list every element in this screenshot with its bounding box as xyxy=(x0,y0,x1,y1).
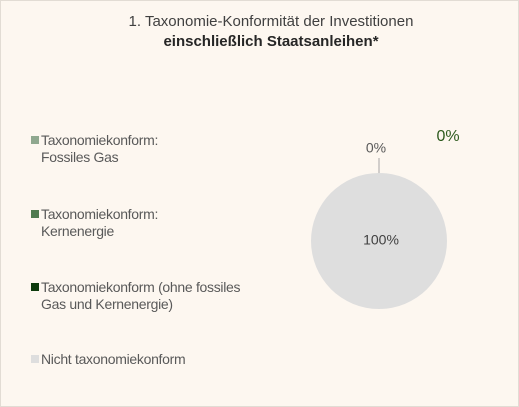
data-label: 0% xyxy=(366,140,386,156)
chart-title: 1. Taxonomie-Konformität der Investition… xyxy=(128,13,414,30)
legend-label: Taxonomiekonform: Fossiles Gas xyxy=(41,132,159,165)
legend-swatch xyxy=(31,283,39,291)
legend-item: Taxonomiekonform: Fossiles Gas xyxy=(31,132,159,166)
legend-label: Taxonomiekonform (ohne fossiles Gas und … xyxy=(41,279,241,312)
pie-slice xyxy=(311,173,447,309)
legend-swatch xyxy=(31,210,39,218)
data-label: 100% xyxy=(363,232,399,248)
chart-subtitle: einschließlich Staatsanleihen* xyxy=(163,33,379,50)
legend-item: Nicht taxonomiekonform xyxy=(31,351,186,368)
legend-swatch xyxy=(31,355,39,363)
legend-item: Taxonomiekonform (ohne fossiles Gas und … xyxy=(31,279,241,313)
legend-label: Taxonomiekonform: Kernenergie xyxy=(41,206,159,239)
legend-item: Taxonomiekonform: Kernenergie xyxy=(31,206,159,240)
data-label: 0% xyxy=(436,128,459,145)
legend-label: Nicht taxonomiekonform xyxy=(41,351,186,367)
legend-swatch xyxy=(31,136,39,144)
